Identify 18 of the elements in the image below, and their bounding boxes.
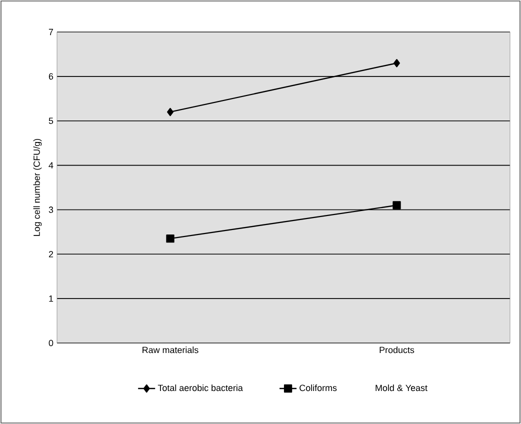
y-tick-label: 4: [48, 162, 54, 168]
y-tick-label: 1: [49, 295, 54, 302]
point: [167, 108, 174, 116]
y-tick-label: 0: [48, 340, 54, 346]
y-tick-label: 2: [48, 251, 54, 258]
y-tick-label: 6: [48, 73, 54, 80]
y-tick-label: 5: [48, 118, 54, 124]
x-tick-label: Raw materials: [142, 346, 198, 354]
y-axis-title: Log cell number (CFU/g): [33, 138, 42, 236]
point: [166, 234, 174, 243]
y-tick-label: 7: [48, 28, 54, 36]
point: [392, 201, 401, 210]
x-tick-label: Products: [380, 346, 414, 354]
text: Mold & Yeast: [376, 384, 428, 392]
y-tick-label: 3: [48, 206, 54, 213]
legend-label: Coliforms: [300, 384, 337, 392]
point: [394, 59, 400, 68]
legend-label: Total aerobic bacteria: [158, 384, 243, 392]
